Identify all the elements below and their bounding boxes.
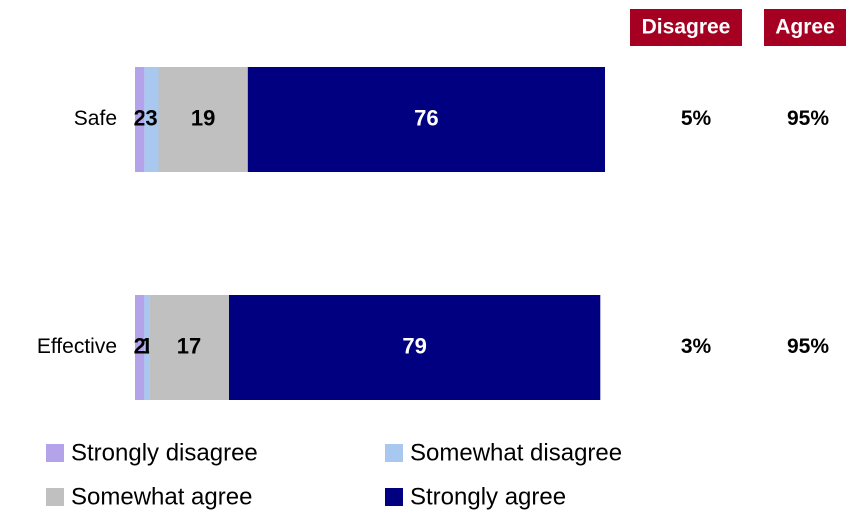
value-label: 2	[134, 105, 146, 130]
bar-segment	[135, 295, 145, 400]
legend-swatch	[46, 444, 64, 462]
summary-header-box	[630, 9, 742, 46]
legend-label: Strongly disagree	[71, 439, 258, 466]
bar-segment	[144, 67, 159, 172]
summary-header-box	[764, 9, 846, 46]
summary-header: Disagree	[642, 16, 731, 39]
value-label: 79	[402, 333, 426, 358]
legend-label: Strongly agree	[410, 483, 566, 510]
bar-segment	[247, 67, 606, 172]
legend-swatch	[385, 444, 403, 462]
bar-segment	[149, 295, 229, 400]
summary-header: Agree	[775, 16, 835, 39]
summary-value: 5%	[681, 107, 712, 130]
bar-segment	[135, 67, 145, 172]
value-label: 76	[414, 105, 438, 130]
value-label: 3	[145, 105, 157, 130]
summary-value: 95%	[787, 335, 829, 358]
category-label: Safe	[74, 107, 117, 130]
bar-segment	[144, 295, 150, 400]
bar-segment	[158, 67, 248, 172]
value-label: 2	[134, 333, 146, 358]
legend-label: Somewhat disagree	[410, 439, 622, 466]
legend-swatch	[46, 488, 64, 506]
summary-value: 3%	[681, 335, 712, 358]
value-label: 19	[191, 105, 215, 130]
legend-swatch	[385, 488, 403, 506]
legend-label: Somewhat agree	[71, 483, 252, 510]
category-label: Effective	[37, 335, 117, 358]
bar-segment	[229, 295, 601, 400]
value-label: 17	[177, 333, 201, 358]
summary-value: 95%	[787, 107, 829, 130]
